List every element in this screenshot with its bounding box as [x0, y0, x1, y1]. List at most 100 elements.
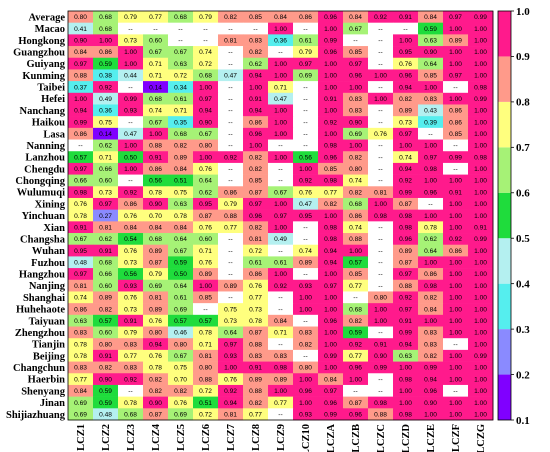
cell-value: -- — [178, 38, 182, 45]
heatmap-cell — [268, 326, 294, 339]
row-label: Guangzhou — [13, 48, 65, 59]
cell-value: 0.90 — [74, 38, 87, 45]
heatmap-cell — [418, 186, 444, 199]
cell-value: -- — [453, 84, 457, 91]
heatmap-cell — [243, 174, 269, 187]
heatmap-cell — [293, 233, 319, 246]
heatmap-cell — [243, 11, 269, 23]
cell-value: 0.75 — [224, 306, 237, 313]
cell-value: 1.00 — [474, 400, 487, 407]
heatmap-cell — [193, 197, 219, 210]
cell-value: -- — [378, 224, 382, 231]
heatmap-cell — [118, 268, 144, 281]
heatmap-cell — [418, 408, 444, 421]
heatmap-cell — [368, 221, 394, 234]
heatmap-cell — [93, 221, 119, 234]
cell-value: 0.88 — [249, 388, 262, 395]
cell-value: 1.00 — [249, 84, 262, 91]
heatmap-cell — [393, 384, 419, 397]
cell-value: 0.88 — [74, 73, 87, 80]
cell-value: 1.00 — [474, 178, 487, 185]
heatmap-cell — [268, 151, 294, 164]
cell-value: 0.96 — [424, 388, 437, 395]
cell-value: 0.79 — [224, 201, 237, 208]
colorbar-bin — [498, 374, 511, 420]
cell-value: 0.84 — [174, 224, 187, 231]
heatmap-cell — [318, 34, 344, 47]
heatmap-cell — [318, 69, 344, 82]
cell-value: 1.00 — [324, 213, 337, 220]
heatmap-cell — [168, 11, 194, 23]
cell-value: 0.78 — [124, 400, 137, 407]
column-label: LCZ1 — [76, 424, 87, 451]
cell-value: 0.64 — [224, 330, 237, 337]
heatmap-cell — [468, 46, 494, 59]
heatmap-cell — [293, 11, 319, 23]
cell-value: 0.82 — [174, 143, 187, 150]
cell-value: 1.00 — [449, 213, 462, 220]
heatmap-cell — [243, 151, 269, 164]
heatmap-cell — [268, 92, 294, 105]
cell-value: 0.70 — [149, 213, 162, 220]
heatmap-cell — [268, 221, 294, 234]
cell-value: 0.71 — [149, 61, 162, 68]
cell-value: -- — [228, 119, 232, 126]
cell-value: 0.91 — [399, 318, 412, 325]
heatmap-cell — [393, 104, 419, 117]
cell-value: 0.77 — [349, 283, 362, 290]
row-label: Chengdu — [24, 164, 65, 175]
colorbar-bin — [498, 192, 511, 239]
heatmap-cell — [218, 104, 244, 117]
cell-value: 1.00 — [449, 49, 462, 56]
heatmap-cell — [418, 46, 444, 59]
cell-value: 0.94 — [74, 108, 87, 115]
heatmap-cell — [318, 46, 344, 59]
cell-value: 1.00 — [449, 400, 462, 407]
row-label: Xian — [43, 223, 65, 234]
heatmap-cell — [293, 209, 319, 222]
heatmap-cell — [218, 279, 244, 292]
cell-value: 0.84 — [349, 14, 362, 21]
cell-value: 0.82 — [349, 189, 362, 196]
heatmap-cell — [168, 349, 194, 362]
cell-value: 0.82 — [424, 353, 437, 360]
heatmap-cell — [293, 349, 319, 362]
heatmap-cell — [68, 303, 94, 316]
cell-value: 0.92 — [324, 119, 337, 126]
cell-value: 0.84 — [324, 376, 337, 383]
heatmap-cell — [168, 139, 194, 152]
heatmap-cell — [293, 256, 319, 269]
cell-value: 0.79 — [124, 330, 137, 337]
heatmap-cell — [418, 69, 444, 82]
heatmap-cell — [243, 338, 269, 351]
heatmap-cell — [68, 349, 94, 362]
cell-value: -- — [228, 295, 232, 302]
cell-value: 1.00 — [324, 365, 337, 372]
cell-value: 1.00 — [424, 143, 437, 150]
cell-value: 1.00 — [449, 26, 462, 33]
cell-value: 0.71 — [99, 154, 112, 161]
heatmap-cell — [293, 92, 319, 105]
colorbar-tick-label: 0.7 — [516, 142, 530, 154]
heatmap-cell — [243, 396, 269, 409]
cell-value: 0.90 — [149, 201, 162, 208]
heatmap-cell — [243, 326, 269, 339]
cell-value: 0.85 — [349, 49, 362, 56]
cell-value: 0.76 — [224, 376, 237, 383]
cell-value: 1.00 — [399, 388, 412, 395]
heatmap-cell — [218, 326, 244, 339]
cell-value: 0.74 — [149, 108, 162, 115]
cell-value: 0.80 — [349, 166, 362, 173]
cell-value: 0.86 — [99, 49, 112, 56]
cell-value: 1.00 — [424, 318, 437, 325]
column-label: LCZ8 — [251, 424, 262, 451]
cell-value: 0.62 — [99, 236, 112, 243]
cell-value: 0.62 — [424, 236, 437, 243]
heatmap-cell — [293, 81, 319, 94]
heatmap-cell — [93, 104, 119, 117]
cell-value: 0.81 — [199, 353, 212, 360]
cell-value: 1.00 — [449, 318, 462, 325]
heatmap-cell — [218, 92, 244, 105]
heatmap-cell — [193, 233, 219, 246]
heatmap-cell — [318, 268, 344, 281]
